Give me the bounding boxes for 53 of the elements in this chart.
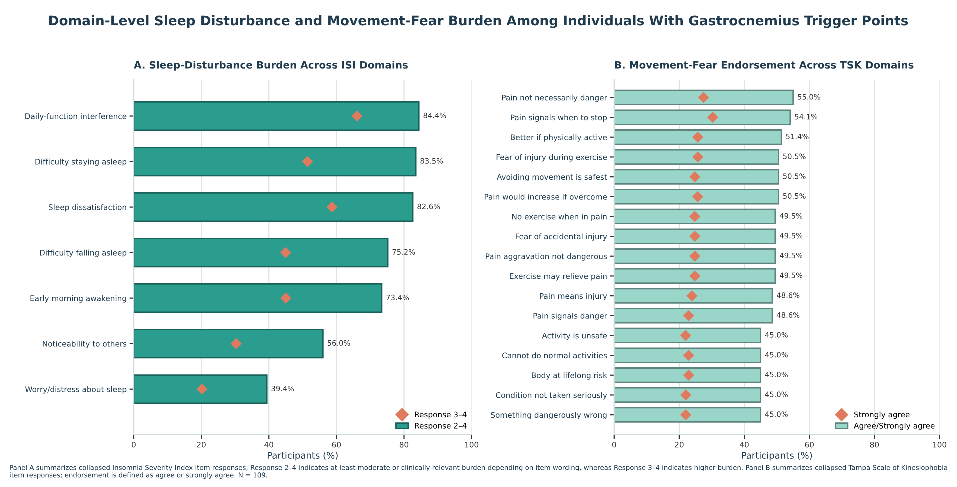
bar [134, 284, 383, 314]
bar [614, 90, 794, 106]
bar [614, 348, 762, 364]
chart-title: A. Sleep-Disturbance Burden Across ISI Domains [134, 61, 408, 71]
bar [614, 189, 780, 205]
point [196, 384, 208, 395]
text: Domain-Level Sleep Disturbance and Movement-Fear Burden Among Individuals With Gastrocnemius Trigger Points [50, 15, 908, 28]
x-axis-title: Participants (%) [742, 452, 812, 461]
bar [614, 288, 774, 304]
bar [614, 268, 776, 284]
point [280, 247, 292, 258]
bar [614, 228, 776, 244]
bar [614, 248, 776, 264]
point [280, 292, 292, 304]
point [692, 152, 704, 163]
bar [134, 238, 389, 268]
bar [614, 328, 762, 344]
x-axis-title: Participants (%) [268, 452, 338, 461]
bar [134, 192, 414, 222]
bar [614, 368, 762, 384]
point [690, 231, 701, 242]
bar [614, 407, 762, 423]
bar [614, 387, 762, 404]
point [686, 290, 698, 302]
bar [614, 149, 780, 166]
chart-title: B. Movement-Fear Endorsement Across TSK Domains [615, 61, 914, 69]
point [680, 410, 692, 421]
bar [614, 110, 792, 126]
point [690, 270, 701, 282]
point [680, 390, 692, 401]
bar [134, 374, 268, 404]
point [692, 132, 704, 143]
point [326, 202, 338, 213]
point [302, 156, 314, 168]
point [683, 350, 694, 362]
bar [614, 308, 774, 324]
bar [614, 130, 782, 146]
point [690, 250, 701, 262]
point [690, 211, 701, 222]
point [690, 171, 701, 183]
point [683, 370, 694, 381]
point [692, 191, 704, 202]
point [230, 338, 242, 350]
point [707, 112, 719, 124]
point [680, 330, 692, 342]
point [352, 110, 363, 122]
bar [134, 101, 420, 132]
bar [134, 329, 324, 359]
bar [134, 146, 417, 177]
bar [614, 208, 776, 225]
bar [614, 169, 780, 185]
point [698, 92, 710, 104]
point [683, 310, 694, 322]
